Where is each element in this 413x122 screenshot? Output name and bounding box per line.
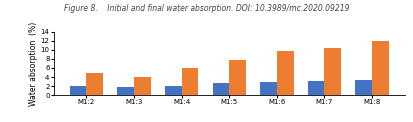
Bar [182,68,198,95]
Bar [372,41,389,95]
Bar [165,86,182,95]
Bar [86,72,103,95]
Bar [277,51,294,95]
Y-axis label: Water absorption  (%): Water absorption (%) [29,21,38,106]
Bar [229,60,246,95]
Bar [356,80,372,95]
Bar [325,48,341,95]
Bar [70,86,86,95]
Bar [308,81,325,95]
Bar [134,77,151,95]
Bar [260,82,277,95]
Bar [213,83,229,95]
Text: Figure 8.    Initial and final water absorption. DOI: 10.3989/mc.2020.09219: Figure 8. Initial and final water absorp… [64,4,349,13]
Bar [117,87,134,95]
